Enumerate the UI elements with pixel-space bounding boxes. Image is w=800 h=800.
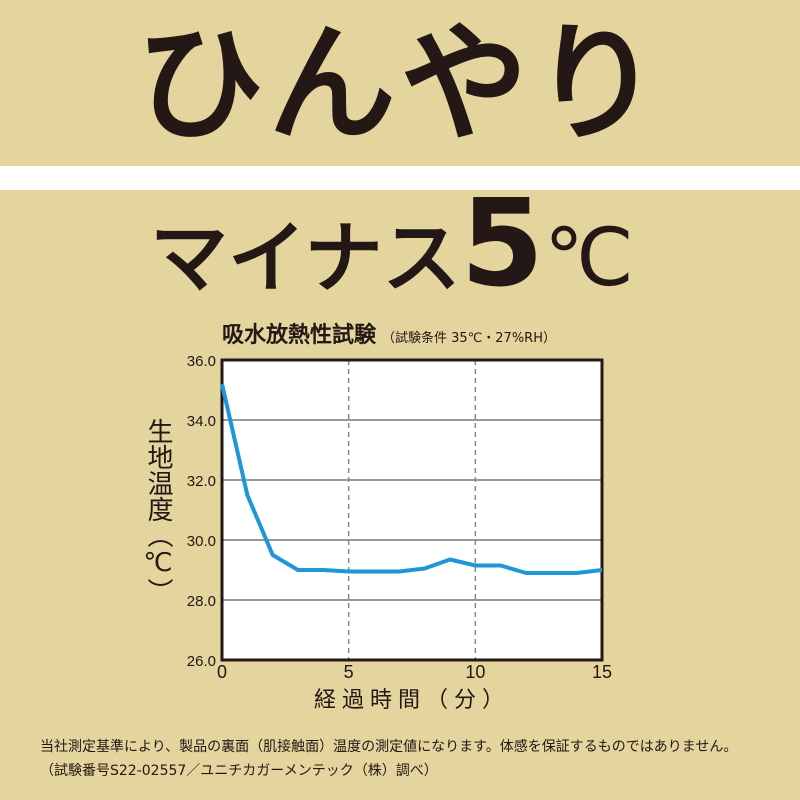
y-tick-label: 34.0 [187,413,216,430]
headline-unit: ℃ [543,211,634,304]
y-tick-label: 36.0 [187,353,216,370]
headline-text: マイナス [150,214,461,304]
y-tick-label: 26.0 [187,653,216,670]
chart-title-text: 吸水放熱性試験 [222,323,377,348]
chart-title: 吸水放熱性試験 （試験条件 35℃・27%RH） [222,322,556,353]
headline-number: 5 [460,175,544,314]
y-tick-label: 28.0 [187,593,216,610]
footnote-line1: 当社測定基準により、製品の裏面（肌接触面）温度の測定値になります。体感を保証する… [40,739,738,755]
plot-area [222,360,602,660]
x-tick-label: 0 [217,662,227,682]
plot-border [220,358,604,662]
series-line [220,383,603,575]
x-axis-label: 経過時間（分） [313,688,510,713]
chart-subtitle: （試験条件 35℃・27%RH） [382,331,556,346]
footnote-line2: （試験番号S22-02557／ユニチカガーメンテック（株）調べ） [40,763,438,779]
x-tick-label: 5 [344,662,354,682]
y-tick-label: 30.0 [187,533,216,550]
headline-line2: マイナス5℃ [150,180,634,310]
x-tick-label: 10 [465,662,485,682]
white-band [0,166,800,190]
headline-line1: ひんやり [135,10,664,159]
y-tick-label: 32.0 [187,473,216,490]
y-axis-label: 生地温度（℃） [143,418,173,604]
x-tick-label: 15 [592,662,612,682]
